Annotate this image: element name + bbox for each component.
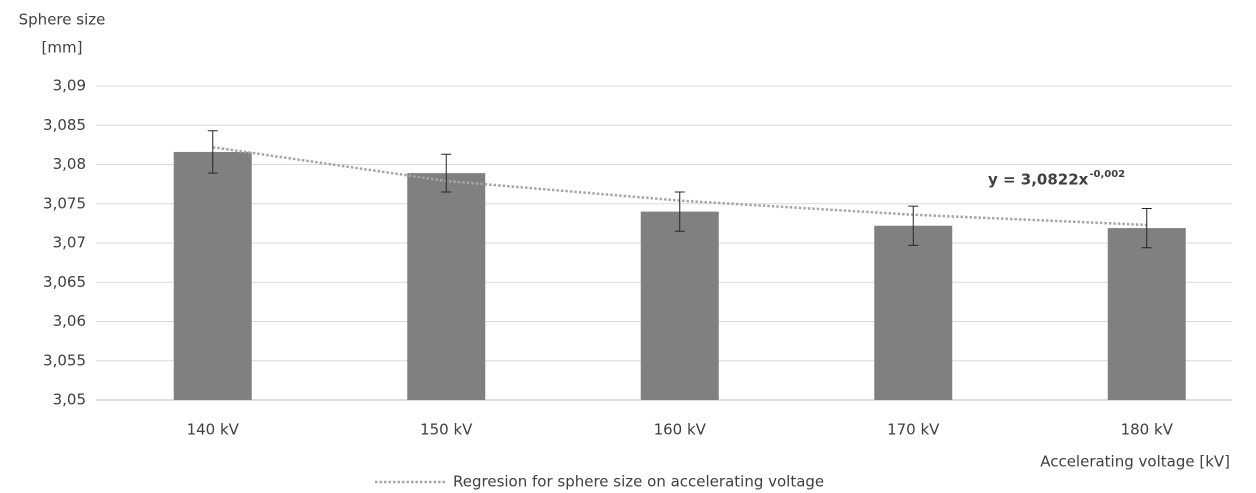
y-axis-label: Sphere size: [19, 11, 106, 29]
error-bar: [441, 153, 452, 193]
error-bar: [674, 191, 685, 232]
y-tick-label: 3,075: [43, 194, 86, 212]
bar: [874, 225, 953, 400]
y-tick-label: 3,065: [43, 273, 86, 291]
x-tick-label: 150 kV: [420, 421, 473, 439]
error-bar: [207, 130, 218, 174]
x-tick-label: 180 kV: [1121, 421, 1174, 439]
x-tick-label: 140 kV: [187, 421, 240, 439]
y-tick-label: 3,09: [53, 77, 86, 95]
bar: [1107, 228, 1186, 400]
y-tick-label: 3,07: [53, 234, 86, 252]
error-bar: [1141, 207, 1152, 249]
y-tick-label: 3,08: [53, 155, 86, 173]
x-tick-label: 160 kV: [654, 421, 707, 439]
y-tick-label: 3,085: [43, 116, 86, 134]
y-tick-label: 3,055: [43, 351, 86, 369]
x-tick-label: 170 kV: [887, 421, 940, 439]
x-axis-label: Accelerating voltage [kV]: [1040, 453, 1230, 471]
equation-exponent: -0,002: [1089, 169, 1125, 180]
bar: [407, 173, 486, 400]
y-axis-label: [mm]: [42, 39, 83, 57]
y-tick-label: 3,05: [53, 391, 86, 409]
y-tick-label: 3,06: [53, 312, 86, 330]
bar: [640, 211, 719, 400]
bar: [173, 151, 252, 400]
legend-label: Regresion for sphere size on acceleratin…: [453, 473, 824, 491]
error-bar: [908, 205, 919, 246]
equation: y = 3,0822x: [988, 171, 1089, 189]
